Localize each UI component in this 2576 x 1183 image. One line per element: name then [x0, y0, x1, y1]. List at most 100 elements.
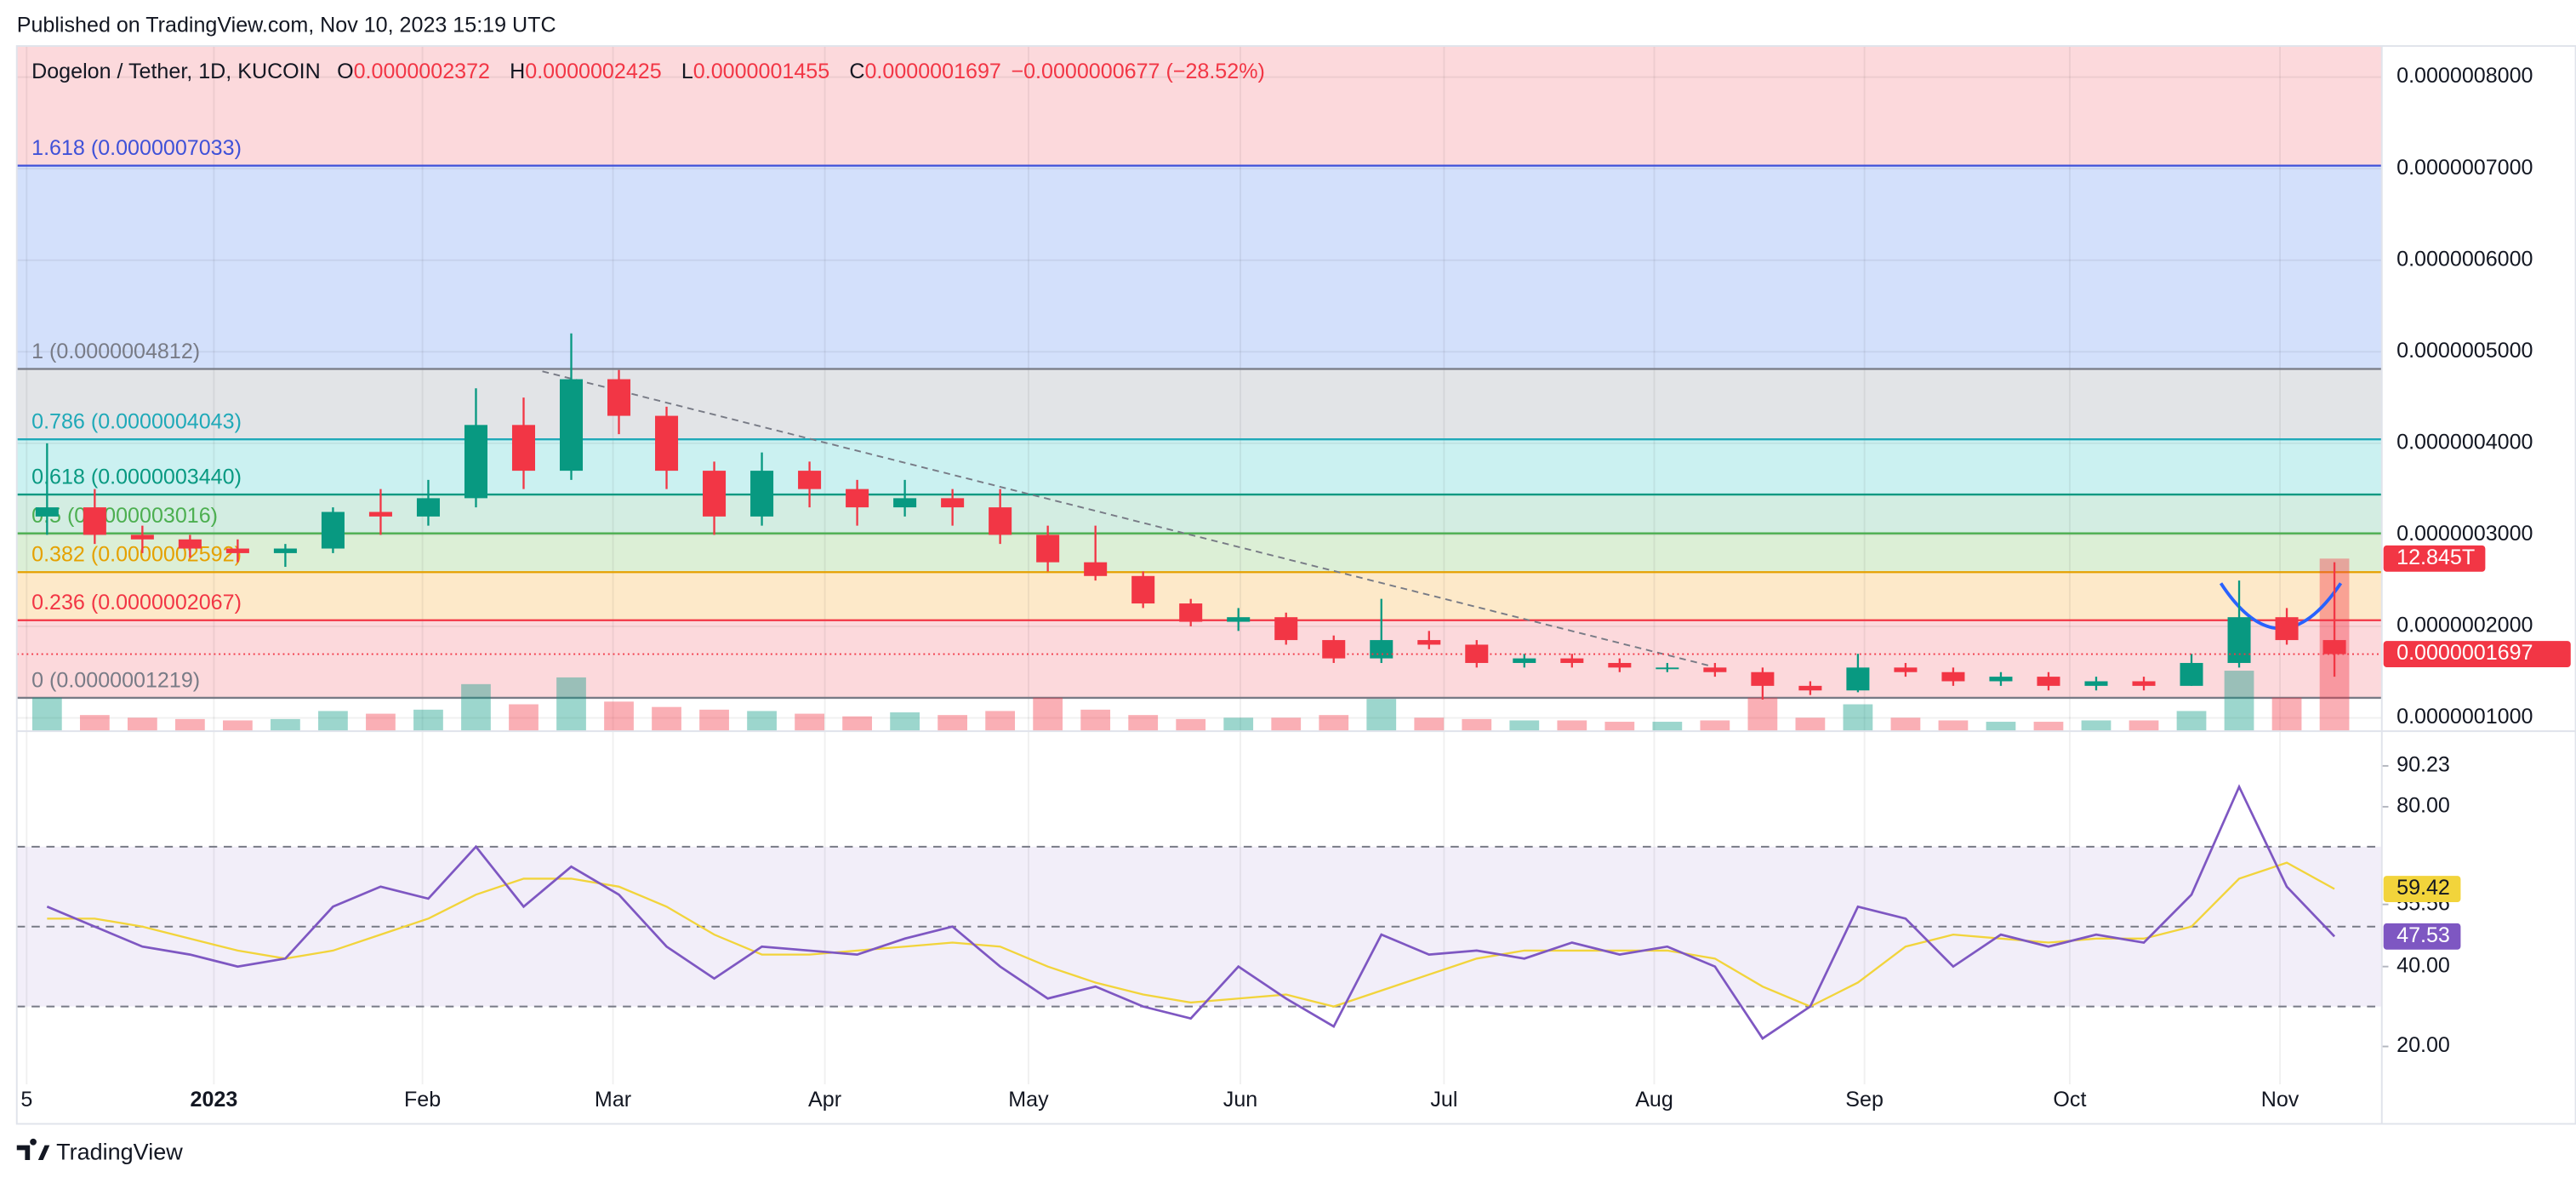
candle-body	[1656, 667, 1679, 670]
candle-body	[846, 489, 869, 508]
x-tick-label: Mar	[595, 1088, 631, 1112]
candle-body	[83, 507, 106, 535]
volume-bar	[413, 709, 443, 732]
volume-bar	[2129, 720, 2159, 732]
volume-badge	[2383, 545, 2486, 572]
volume-bar	[890, 712, 920, 732]
candle-body	[1084, 562, 1108, 576]
fib-zone	[16, 165, 2382, 369]
x-tick-label: Aug	[1635, 1088, 1673, 1112]
candle-body	[225, 548, 249, 553]
fib-label: 0.618 (0.0000003440)	[31, 465, 242, 489]
volume-bar	[1747, 697, 1778, 732]
ohlc-key: O	[337, 60, 354, 83]
candle-body	[2037, 677, 2060, 686]
candle-body	[1370, 640, 1393, 659]
y-tick-label: 0.0000005000	[2396, 339, 2533, 363]
fib-label: 0.236 (0.0000002067)	[31, 591, 242, 614]
y-tick-label: 0.0000008000	[2396, 64, 2533, 88]
y-tick-label: 0.0000003000	[2396, 522, 2533, 546]
rsi-tick-label: 40.00	[2396, 953, 2450, 977]
x-tick-label: May	[1008, 1088, 1049, 1112]
volume-bar	[1604, 722, 1635, 732]
candle-body	[559, 379, 584, 471]
volume-bar	[556, 677, 586, 732]
candle-body	[655, 415, 679, 471]
volume-bar	[1462, 718, 1492, 732]
last-price-label: 0.0000001697	[2396, 641, 2533, 665]
x-tick-label: Feb	[404, 1088, 441, 1112]
volume-bar	[1080, 709, 1111, 732]
candle-body	[798, 471, 822, 489]
candle-body	[1131, 575, 1155, 604]
candle-body	[2132, 681, 2156, 686]
volume-bar	[223, 720, 253, 732]
candle-body	[1989, 677, 2013, 682]
candle-body	[273, 548, 297, 553]
candle-body	[368, 511, 392, 517]
candle-body	[416, 498, 440, 517]
volume-bar	[1271, 717, 1302, 732]
volume-bar	[795, 713, 824, 732]
ohlc-key: C	[849, 60, 864, 83]
candle-body	[750, 471, 774, 517]
candle-body	[1417, 640, 1441, 645]
volume-bar	[2176, 711, 2207, 732]
candle-body	[464, 425, 487, 499]
volume-label: 12.845T	[2396, 546, 2475, 569]
volume-bar	[842, 716, 872, 732]
volume-bar	[31, 697, 62, 732]
candle-body	[178, 539, 202, 549]
fib-label: 0.5 (0.0000003016)	[31, 504, 218, 528]
volume-bar	[604, 701, 634, 732]
candle-body	[1703, 667, 1727, 672]
y-tick-label: 0.0000007000	[2396, 156, 2533, 180]
candle-body	[1751, 672, 1775, 686]
rsi-tick-label: 80.00	[2396, 794, 2450, 818]
rsi-ma-badge	[2383, 876, 2461, 902]
ohlc-value: 0.0000001455	[693, 60, 829, 83]
candle-body	[511, 425, 536, 471]
fib-zone	[16, 533, 2382, 573]
volume-bar	[1890, 717, 1921, 732]
volume-bar	[2224, 671, 2254, 732]
candle-body	[1322, 640, 1346, 659]
ohlc-value: 0.0000002425	[525, 60, 661, 83]
volume-bar	[175, 718, 205, 732]
x-tick-label: Jul	[1430, 1088, 1457, 1112]
volume-bar	[318, 711, 348, 732]
y-tick-label: 0.0000002000	[2396, 614, 2533, 637]
volume-bar	[1128, 715, 1159, 732]
candle-body	[1608, 662, 1632, 668]
volume-bar	[2033, 722, 2064, 732]
change: −0.0000000677 (−28.52%)	[1011, 60, 1264, 83]
candle-body	[1036, 534, 1060, 563]
volume-bar	[79, 715, 110, 732]
volume-bar	[366, 713, 396, 732]
volume-bar	[1176, 718, 1206, 732]
candle-body	[703, 471, 727, 517]
volume-bar	[1795, 717, 1826, 732]
candle-body	[1227, 617, 1251, 622]
x-tick-label: Jun	[1223, 1088, 1257, 1112]
candle-body	[1179, 603, 1203, 622]
x-tick-label: Sep	[1845, 1088, 1884, 1112]
candle-body	[1894, 667, 1918, 672]
volume-bar	[1033, 697, 1063, 732]
rsi-tick-label: 20.00	[2396, 1033, 2450, 1057]
volume-bar	[747, 711, 777, 732]
volume-bar	[1986, 722, 2016, 732]
volume-bar	[1938, 720, 1969, 732]
fib-label: 0.786 (0.0000004043)	[31, 410, 242, 434]
volume-bar	[985, 711, 1016, 732]
volume-bar	[1843, 704, 1873, 732]
x-tick-label: Nov	[2261, 1088, 2300, 1112]
fib-zone	[16, 46, 2382, 166]
rsi-badge	[2383, 923, 2461, 950]
candle-body	[130, 534, 154, 540]
ohlc-value: 0.0000001697	[864, 60, 1000, 83]
volume-bar	[271, 718, 300, 732]
candle-body	[607, 379, 631, 416]
candle-body	[2180, 662, 2203, 686]
